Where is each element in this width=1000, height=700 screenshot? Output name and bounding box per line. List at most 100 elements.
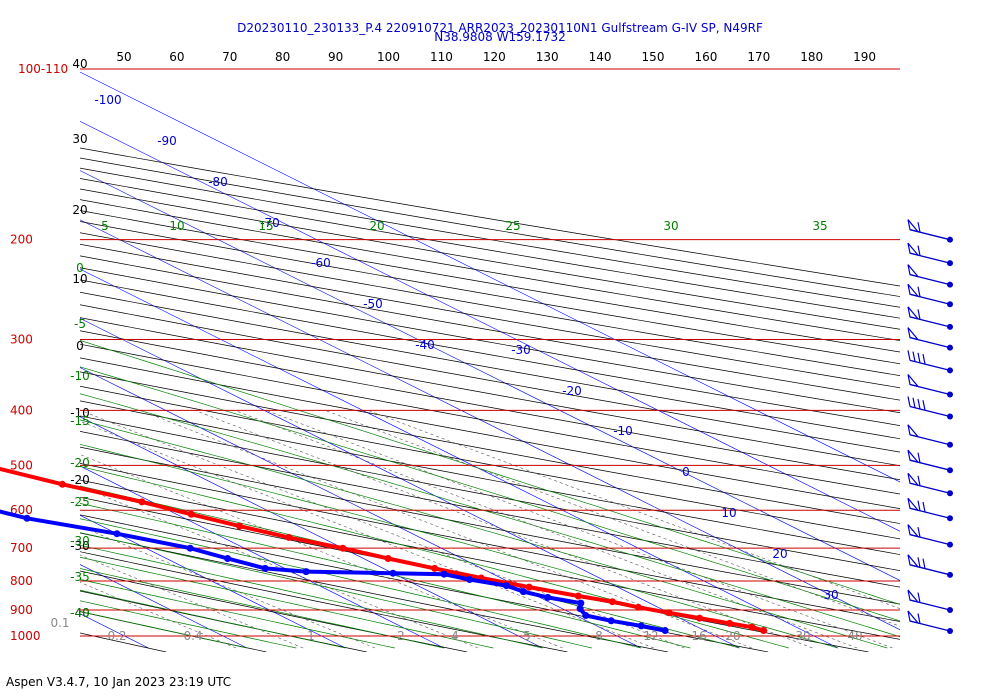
wind-barb-feather	[922, 558, 926, 569]
dry-adiabat-line	[80, 188, 900, 330]
mixing-ratio-label: 30	[795, 629, 810, 643]
wind-barb-base	[947, 323, 953, 330]
dry-adiabat-line	[80, 267, 900, 414]
wind-barb-base	[947, 281, 953, 288]
wind-barb-feather	[907, 350, 911, 361]
wind-barb-base	[947, 628, 953, 635]
mixing-ratio-label: 40	[847, 629, 862, 643]
dry-adiabat-line	[80, 463, 900, 622]
dewpoint-point	[502, 582, 510, 590]
wind-barb	[907, 554, 953, 578]
wind-barb	[907, 242, 953, 267]
isotherm-line	[80, 71, 900, 483]
wind-barb-base	[947, 541, 953, 548]
isotherm-line	[80, 120, 900, 532]
dry-adiabat-line	[80, 255, 900, 401]
wind-barb-feather	[917, 475, 921, 486]
wind-barb	[907, 283, 953, 308]
wind-barb-feather	[917, 452, 921, 463]
dry-adiabat-line	[80, 210, 900, 353]
dry-adiabat-line	[80, 317, 900, 467]
top-tick-label: 90	[328, 50, 343, 64]
isotherm-label: -50	[363, 297, 383, 311]
dewpoint-point	[261, 564, 269, 572]
top-tick-label: 180	[800, 50, 823, 64]
top-tick-label: 120	[483, 50, 506, 64]
wind-barb	[907, 396, 953, 420]
isotherm-label: -70	[260, 216, 280, 230]
pressure-label: 200	[10, 233, 33, 247]
top-tick-label: 130	[536, 50, 559, 64]
dry-adiabat-line	[80, 385, 900, 540]
temperature-point	[58, 480, 66, 488]
subtitle: N38.9808 W159.1732	[434, 30, 566, 44]
wind-barb-base	[947, 607, 953, 614]
isotherm-line	[80, 564, 248, 649]
dewpoint-point	[661, 627, 669, 634]
isotherm-label: -60	[311, 256, 331, 270]
isotherm-line	[80, 317, 740, 649]
wind-barb-flag	[907, 424, 920, 438]
isotherm-label: -100	[94, 93, 121, 107]
dewpoint-point	[576, 605, 584, 613]
top-tick-label: 70	[222, 50, 237, 64]
mixing-ratio-line	[266, 410, 893, 649]
dry-adiabat-line	[80, 496, 869, 652]
footer: Aspen V3.4.7, 10 Jan 2023 23:19 UTC	[6, 675, 232, 689]
pressure-label: 300	[10, 333, 33, 347]
dry-adiabat-line	[80, 232, 900, 377]
top-tick-label: 170	[747, 50, 770, 64]
mixing-ratio-line	[140, 410, 752, 649]
wind-barb-staff	[909, 359, 951, 371]
temperature-point	[748, 623, 756, 631]
temperature-point	[696, 614, 703, 622]
dry-adiabat-label: -15	[70, 414, 90, 428]
top-tick-label: 150	[642, 50, 665, 64]
dry-adiabat-line	[80, 157, 900, 297]
moist-adiabat-line	[80, 466, 789, 649]
mixing-ratio-line	[80, 486, 479, 649]
wind-barb-feather	[917, 527, 921, 538]
moist-adiabat-line	[80, 419, 888, 649]
wind-barb	[907, 350, 953, 374]
wind-barb-staff	[909, 405, 951, 418]
dry-adiabat-line	[80, 343, 900, 495]
grid-lines	[80, 71, 900, 652]
temperature-trace	[0, 466, 765, 633]
dry-adiabat-line	[80, 291, 900, 440]
height-label: -20	[70, 473, 90, 487]
isotherm-line	[80, 514, 346, 649]
moist-adiabat-line	[80, 589, 346, 649]
dewpoint-point	[186, 544, 194, 552]
isotherm-label: 20	[772, 547, 787, 561]
dry-adiabat-label: -25	[70, 495, 90, 509]
pressure-label: 800	[10, 574, 33, 588]
wind-barb	[907, 524, 953, 548]
mixing-ratio-line	[367, 410, 900, 610]
title: D20230110_230133_P.4 220910721 ARR2023_2…	[237, 21, 763, 35]
moist-adiabat-line	[80, 339, 900, 605]
dry-adiabat-line	[80, 590, 367, 652]
isotherm-label: 0	[682, 465, 690, 479]
dewpoint-point	[466, 576, 473, 583]
top-tick-label: 80	[275, 50, 290, 64]
dry-adiabat-line	[80, 551, 568, 652]
isotherm-label: 10	[721, 506, 736, 520]
temperature-point	[285, 533, 293, 541]
isotherm-label: -80	[208, 175, 228, 189]
moist-adiabat-line	[80, 544, 543, 649]
wind-barb-feather	[917, 398, 921, 410]
wind-barb	[907, 472, 953, 497]
isotherm-label: -10	[613, 424, 633, 438]
isotherm-label: -40	[415, 338, 435, 352]
dry-adiabat-line	[80, 304, 900, 453]
dry-adiabat-line	[80, 243, 900, 389]
wind-barb-base	[947, 260, 953, 267]
moist-adiabat-line	[80, 443, 839, 649]
top-tick-label: 110	[430, 50, 453, 64]
dry-adiabat-line	[80, 514, 769, 652]
wind-barb-feather	[917, 245, 921, 256]
temperature-point	[431, 564, 439, 572]
wind-barb-feather	[907, 396, 911, 407]
wind-barb	[907, 327, 953, 351]
